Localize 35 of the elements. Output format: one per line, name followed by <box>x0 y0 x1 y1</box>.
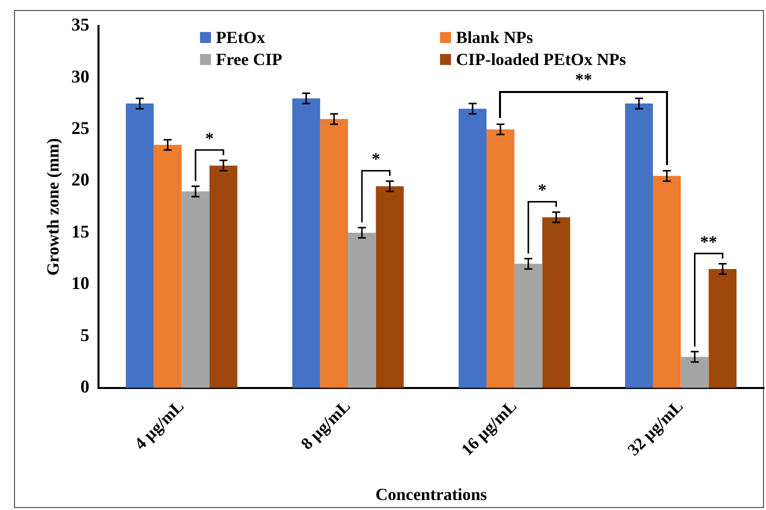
bar <box>708 268 737 388</box>
bar <box>320 119 348 388</box>
bar <box>542 217 570 388</box>
x-axis-title: Concentrations <box>375 485 488 504</box>
annotation: * <box>372 150 380 169</box>
bar <box>458 108 487 388</box>
legend-label: CIP-loaded PEtOx NPs <box>455 50 627 70</box>
bar <box>514 264 542 388</box>
bar <box>486 129 514 388</box>
bar <box>348 232 376 388</box>
bar <box>292 98 320 388</box>
bar <box>209 166 238 388</box>
bar <box>680 356 709 388</box>
legend-label: Free CIP <box>215 50 284 70</box>
bar <box>652 176 681 388</box>
bar <box>126 104 154 388</box>
y-tick-label: 10 <box>71 273 90 294</box>
y-tick-label: 15 <box>71 221 90 242</box>
y-tick-label: 25 <box>71 118 90 138</box>
bar <box>154 144 182 388</box>
y-tick-label: 30 <box>71 66 90 86</box>
bar <box>625 104 653 388</box>
legend-label: Blank NPs <box>455 28 534 48</box>
annotation: * <box>205 128 214 148</box>
bar <box>376 186 404 388</box>
bar <box>182 191 210 388</box>
annotation: * <box>538 180 547 200</box>
y-tick-label: 0 <box>80 376 90 396</box>
y-tick-label: 35 <box>71 14 90 35</box>
y-tick-label: 20 <box>71 170 90 190</box>
annotation: ** <box>700 232 718 252</box>
y-axis-title: Growth zone (mm) <box>44 138 63 276</box>
y-tick-label: 5 <box>80 324 90 345</box>
annotation: ** <box>574 70 594 90</box>
legend-label: PEtOx <box>215 28 266 48</box>
